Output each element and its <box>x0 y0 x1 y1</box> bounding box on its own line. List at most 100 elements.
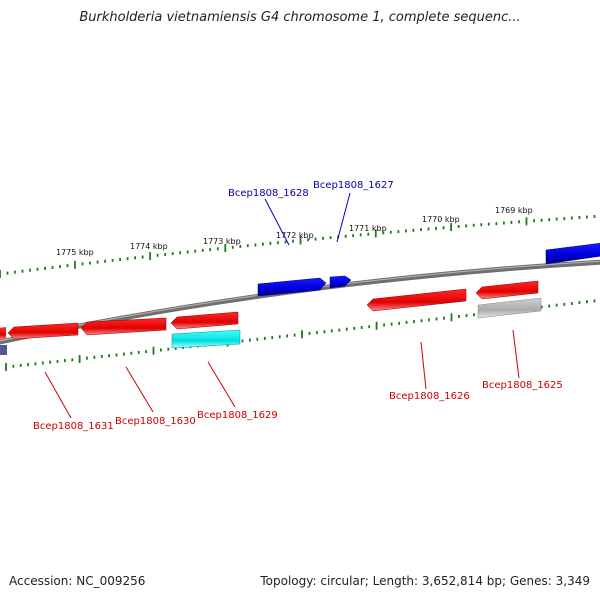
tick-mark-bottom <box>428 318 430 322</box>
tick-mark-top <box>149 252 151 261</box>
tick-mark-bottom <box>286 334 288 338</box>
tick-mark-top <box>0 270 1 278</box>
tick-mark-top <box>510 220 513 224</box>
tick-mark-top <box>344 234 347 238</box>
tick-mark-top <box>397 230 400 234</box>
tick-mark-bottom <box>271 336 274 340</box>
scale-label-1772: 1772 kbp <box>276 231 314 240</box>
tick-mark-bottom <box>19 363 22 367</box>
scale-label-1769: 1769 kbp <box>495 206 533 215</box>
tick-mark-bottom <box>548 304 551 308</box>
tick-mark-bottom <box>167 347 170 351</box>
tick-mark-bottom <box>563 302 566 306</box>
scale-label-1774: 1774 kbp <box>130 242 168 251</box>
gene-forward-right-edge[interactable] <box>545 242 600 265</box>
summary-text: Topology: circular; Length: 3,652,814 bp… <box>260 574 590 588</box>
tick-mark-bottom <box>301 330 303 339</box>
tick-mark-top <box>533 219 535 223</box>
tick-mark-top <box>81 262 84 266</box>
label-bcep1808-1625: Bcep1808_1625 <box>482 380 563 391</box>
tick-mark-bottom <box>256 337 259 341</box>
tick-mark-top <box>201 248 204 252</box>
tick-mark-top <box>555 217 558 221</box>
tick-mark-bottom <box>115 353 118 357</box>
leader-bcep1808-1631 <box>44 371 72 419</box>
tick-mark-top <box>548 218 551 222</box>
tick-mark-top <box>382 231 385 235</box>
tick-mark-bottom <box>278 335 281 339</box>
tick-mark-bottom <box>345 327 348 331</box>
tick-mark-top <box>578 216 581 219</box>
tick-mark-bottom <box>555 303 558 307</box>
tick-mark-top <box>518 220 520 224</box>
tick-mark-bottom <box>540 305 543 309</box>
tick-mark-top <box>352 234 355 238</box>
tick-mark-top <box>156 253 159 257</box>
tick-mark-top <box>119 258 121 261</box>
tick-mark-bottom <box>93 355 96 359</box>
tick-mark-bottom <box>570 302 573 305</box>
tick-row-top <box>0 215 596 278</box>
tick-mark-bottom <box>593 299 596 303</box>
scale-label-1771: 1771 kbp <box>349 224 387 233</box>
feature-cyan[interactable] <box>171 329 241 349</box>
tick-mark-top <box>503 221 505 225</box>
tick-mark-top <box>171 252 174 256</box>
tick-mark-top <box>14 270 16 274</box>
tick-mark-bottom <box>86 356 88 360</box>
tick-mark-bottom <box>145 350 147 354</box>
tick-mark-bottom <box>413 320 415 324</box>
tick-mark-top <box>307 238 309 242</box>
gene-bcep1808-1627[interactable] <box>329 275 352 289</box>
tick-mark-top <box>111 258 114 262</box>
tick-mark-top <box>472 223 475 227</box>
tick-mark-bottom <box>100 355 103 358</box>
gene-bcep1808-1630[interactable] <box>80 317 167 336</box>
tick-mark-top <box>194 249 197 253</box>
tick-mark-top <box>480 223 483 227</box>
tick-mark-bottom <box>368 325 371 329</box>
tick-mark-top <box>104 259 106 263</box>
tick-mark-top <box>405 229 407 233</box>
tick-mark-top <box>442 226 445 230</box>
tick-mark-bottom <box>137 350 140 354</box>
feature-grey[interactable] <box>477 297 542 319</box>
label-bcep1808-1627: Bcep1808_1627 <box>313 180 394 191</box>
tick-mark-bottom <box>34 362 37 366</box>
tick-mark-top <box>277 241 279 245</box>
tick-mark-top <box>29 268 31 272</box>
gene-bcep1808-1631[interactable] <box>7 322 79 340</box>
tick-mark-top <box>450 223 452 232</box>
gene-bcep1808-1629[interactable] <box>170 311 239 330</box>
leader-bcep1808-1630 <box>125 366 154 413</box>
label-bcep1808-1629: Bcep1808_1629 <box>197 410 278 421</box>
tick-mark-top <box>329 236 332 240</box>
tick-mark-top <box>164 253 167 256</box>
tick-mark-top <box>239 245 242 248</box>
tick-mark-bottom <box>390 322 393 326</box>
gene-reverse-left-edge[interactable] <box>0 327 7 355</box>
tick-mark-top <box>89 261 91 265</box>
tick-mark-top <box>420 228 422 232</box>
tick-mark-bottom <box>5 363 7 371</box>
tick-mark-bottom <box>578 301 581 305</box>
tick-mark-bottom <box>383 323 385 327</box>
tick-mark-top <box>525 217 528 226</box>
tick-mark-bottom <box>450 313 453 322</box>
tick-mark-top <box>314 237 317 241</box>
gene-bcep1808-1628[interactable] <box>257 277 327 297</box>
tick-mark-top <box>51 266 54 269</box>
scale-label-1773: 1773 kbp <box>203 237 241 246</box>
tick-mark-bottom <box>241 339 244 343</box>
tick-mark-top <box>269 241 272 245</box>
tick-mark-bottom <box>78 355 81 363</box>
tick-mark-bottom <box>443 316 445 320</box>
tick-mark-top <box>231 245 234 249</box>
gene-bcep1808-1626[interactable] <box>366 288 467 312</box>
tick-mark-top <box>367 232 370 236</box>
tick-mark-top <box>586 215 588 219</box>
gene-bcep1808-1625[interactable] <box>475 280 539 300</box>
tick-mark-bottom <box>130 351 133 355</box>
tick-mark-top <box>6 271 9 275</box>
tick-mark-bottom <box>323 330 326 334</box>
